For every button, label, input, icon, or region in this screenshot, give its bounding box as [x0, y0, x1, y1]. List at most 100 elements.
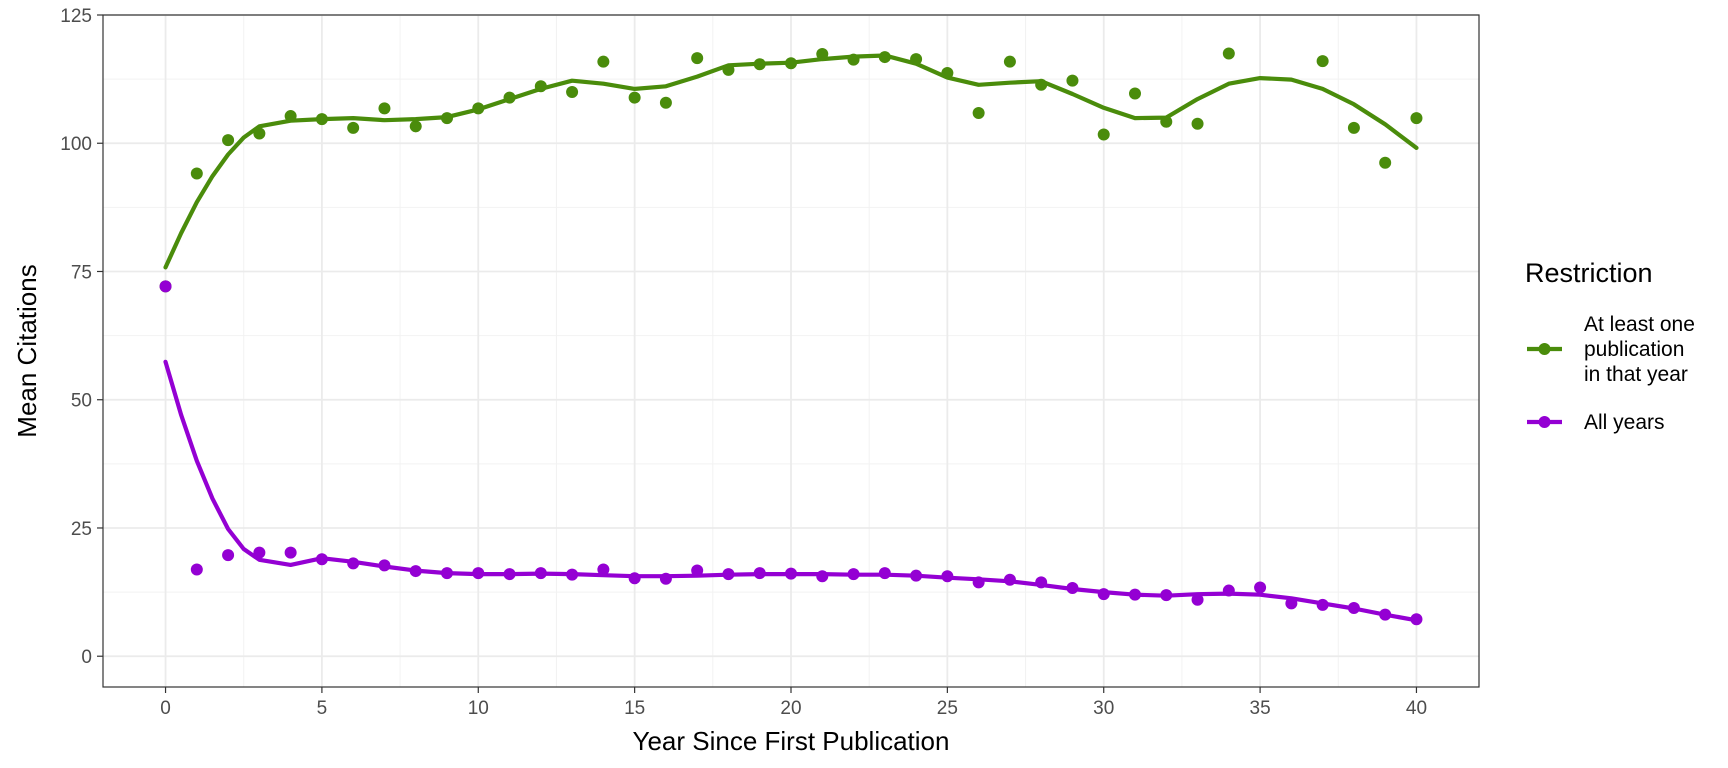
series-all-years-point: [691, 564, 704, 577]
series-at-least-one-point: [659, 96, 672, 109]
series-at-least-one-point: [315, 113, 328, 126]
series-all-years-point: [785, 567, 797, 580]
series-at-least-one-point: [910, 53, 923, 66]
series-all-years-point: [597, 563, 610, 576]
series-at-least-one-point: [347, 121, 360, 134]
series-all-years-point: [847, 568, 860, 581]
x-tick-label: 25: [937, 698, 958, 719]
series-all-years-point: [1097, 588, 1110, 601]
grid-layer: [103, 14, 1479, 687]
legend-label-line: in that year: [1584, 363, 1688, 386]
series-at-least-one-point: [691, 52, 704, 65]
x-tick-label: 0: [160, 698, 171, 719]
series-all-years-point: [222, 549, 235, 562]
series-all-years-point: [1222, 584, 1235, 597]
x-tick-label: 5: [317, 698, 328, 719]
series-at-least-one-point: [1003, 55, 1016, 68]
series-all-years-point: [534, 567, 547, 580]
series-all-years-point: [1003, 573, 1016, 586]
series-at-least-one-point: [534, 80, 547, 93]
series-at-least-one-point: [472, 102, 485, 115]
series-all-years-point: [190, 563, 203, 576]
series-all-years-point: [253, 546, 266, 559]
series-all-years-point: [1316, 598, 1329, 611]
series-at-least-one-point: [722, 63, 735, 76]
y-tick-label: 125: [60, 6, 92, 27]
series-all-years-point: [566, 568, 579, 581]
series-all-years-point: [378, 559, 391, 572]
series-at-least-one-point: [628, 91, 641, 104]
series-at-least-one-smooth-line: [163, 53, 1419, 270]
series-at-least-one-point: [878, 51, 891, 64]
series-at-least-one-point: [441, 112, 453, 125]
series-all-years-point: [1035, 576, 1048, 589]
series-at-least-one-point: [1035, 78, 1048, 91]
data-layer: [159, 47, 1423, 626]
series-all-years-point: [1379, 608, 1392, 621]
series-at-least-one-point: [222, 134, 235, 147]
series-at-least-one-point: [1191, 117, 1204, 130]
series-at-least-one-point: [1129, 87, 1141, 100]
series-at-least-one-point: [1097, 128, 1110, 141]
series-all-years-point: [284, 546, 297, 559]
x-tick-label: 40: [1406, 698, 1427, 719]
series-at-least-one-point: [847, 53, 860, 66]
legend-key-point: [1538, 416, 1551, 428]
series-all-years-point: [1160, 589, 1173, 602]
y-tick-label: 25: [71, 519, 92, 540]
legend-label-line: publication: [1584, 338, 1684, 361]
x-axis-title: Year Since First Publication: [633, 726, 950, 756]
series-all-years-point: [1285, 597, 1298, 610]
series-all-years-point: [503, 568, 516, 581]
legend-item: All years: [1527, 411, 1665, 434]
series-all-years-point: [1129, 588, 1141, 601]
series-all-years-point: [409, 565, 422, 578]
series-at-least-one-point: [753, 58, 766, 71]
series-all-years-point: [1347, 602, 1360, 615]
series-at-least-one-point: [785, 57, 797, 70]
y-tick-label: 50: [71, 391, 92, 412]
series-all-years-point: [878, 567, 891, 580]
series-all-years-point: [1066, 581, 1079, 594]
series-all-years-point: [941, 570, 954, 583]
axis-layer: 0 5 10 15 20 25 30 35 40 0 25 50 75 100 125: [60, 6, 1427, 719]
series-at-least-one-point: [1316, 55, 1329, 68]
series-at-least-one-point: [941, 66, 954, 79]
series-at-least-one-point: [1347, 121, 1360, 134]
series-at-least-one-point: [1160, 115, 1173, 128]
series-at-least-one-point: [378, 102, 391, 115]
series-at-least-one-point: [1066, 74, 1079, 87]
legend-key-point: [1538, 343, 1551, 355]
series-all-years-point: [347, 557, 360, 570]
series-at-least-one-point: [1379, 156, 1392, 169]
x-tick-label: 20: [780, 698, 801, 719]
series-all-years-point: [722, 568, 735, 581]
series-at-least-one-point: [972, 106, 985, 119]
series-all-years-smooth-line: [163, 359, 1419, 623]
series-all-years-point: [1410, 613, 1423, 626]
legend-label-line: All years: [1584, 411, 1665, 434]
series-at-least-one-point: [1410, 112, 1423, 125]
series-all-years-point: [659, 572, 672, 585]
series-all-years-point: [816, 570, 829, 583]
series-at-least-one-point: [190, 167, 203, 180]
series-at-least-one-point: [566, 85, 579, 98]
y-tick-label: 75: [71, 262, 92, 283]
series-at-least-one-point: [409, 120, 422, 133]
series-all-years-point: [972, 576, 985, 589]
series-at-least-one-point: [1222, 47, 1235, 60]
series-all-years-point: [315, 553, 328, 566]
legend-title: Restriction: [1525, 258, 1653, 288]
series-all-years-point: [472, 567, 485, 580]
x-tick-label: 15: [624, 698, 645, 719]
y-tick-label: 100: [60, 134, 92, 155]
series-all-years-point: [753, 567, 766, 580]
series-at-least-one-point: [816, 47, 829, 60]
series-at-least-one-point: [597, 55, 610, 68]
legend-label-line: At least one: [1584, 313, 1695, 336]
x-tick-label: 35: [1250, 698, 1271, 719]
